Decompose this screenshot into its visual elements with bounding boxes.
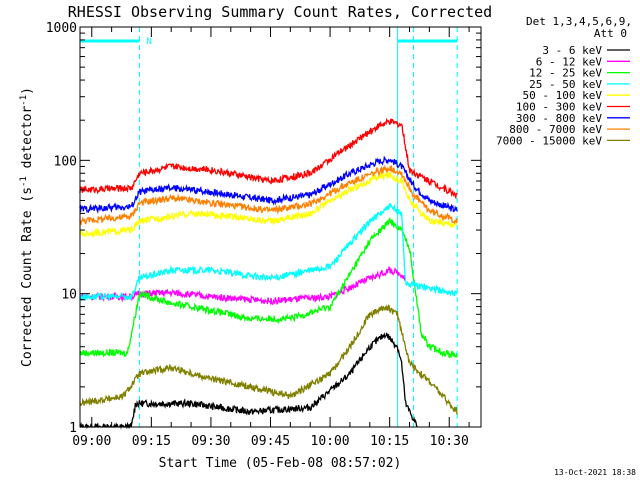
x-tick-label: 09:00 [72, 434, 111, 449]
x-tick-label: 09:15 [132, 434, 171, 449]
x-tick-label: 10:30 [430, 434, 469, 449]
legend-label: 3 - 6 keV [542, 44, 602, 57]
series-line [79, 304, 458, 415]
y-tick-label: 1000 [46, 21, 77, 36]
annotation-label: N [146, 37, 151, 47]
legend-header-detectors: Det 1,3,4,5,6,9, [526, 15, 632, 28]
plot-data-layer: N [79, 27, 458, 430]
x-tick-label: 10:15 [370, 434, 409, 449]
series-line [79, 117, 458, 200]
series-line [79, 164, 458, 226]
y-axis-label-sup2: -1 [19, 95, 29, 106]
chart-title: RHESSI Observing Summary Count Rates, Co… [68, 3, 492, 21]
series-line [79, 332, 418, 430]
y-axis-label-main: Corrected Count Rate (s [20, 187, 35, 367]
legend-label: 12 - 25 keV [529, 67, 602, 80]
legend-header-attenuator: Att 0 [594, 27, 627, 40]
y-axis-label: Corrected Count Rate (s-1 detector-1) [19, 87, 35, 367]
legend-label: 100 - 300 keV [516, 101, 602, 114]
y-axis-label-end: ) [20, 87, 35, 95]
series-line [79, 202, 458, 302]
series-line [79, 216, 458, 358]
legend-label: 300 - 800 keV [516, 112, 602, 125]
x-tick-label: 09:30 [191, 434, 230, 449]
x-tick-label: 10:00 [311, 434, 350, 449]
footer-date: 13-Oct-2021 18:38 [554, 468, 636, 477]
legend-label: 7000 - 15000 keV [496, 134, 602, 147]
legend-label: 800 - 7000 keV [509, 123, 602, 136]
series-line [79, 171, 458, 239]
axis-ticks: 09:00 09:15 09:30 09:45 10:00 10:15 10:30 1 10 10… [46, 21, 481, 449]
legend-label: 25 - 50 keV [529, 78, 602, 91]
x-axis-label: Start Time (05-Feb-08 08:57:02) [159, 456, 402, 471]
x-tick-label: 09:45 [251, 434, 290, 449]
y-tick-label: 10 [61, 288, 77, 303]
legend-label: 50 - 100 keV [523, 89, 603, 102]
y-axis-label-mid: detector [20, 106, 35, 177]
legend-label: 6 - 12 keV [536, 55, 603, 68]
y-tick-label: 100 [54, 154, 77, 169]
series-line [79, 155, 458, 214]
series-line [79, 265, 406, 306]
plot-frame [79, 26, 482, 428]
y-tick-label: 1 [69, 421, 77, 436]
y-axis-label-sup1: -1 [19, 176, 29, 187]
